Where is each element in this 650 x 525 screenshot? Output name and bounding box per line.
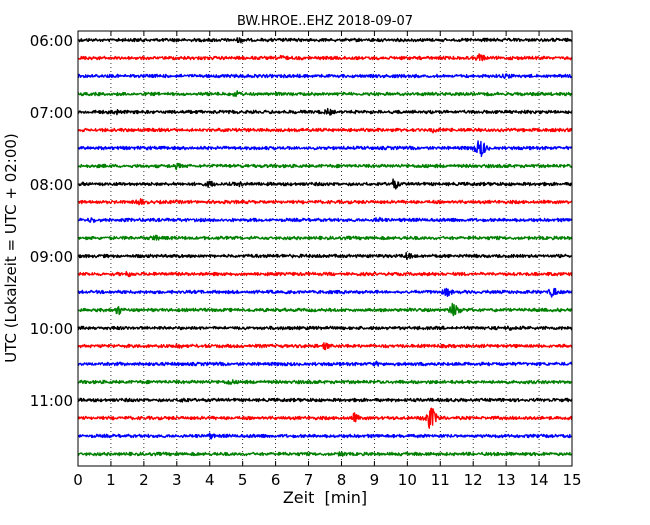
x-tick-label: 0	[73, 471, 83, 489]
x-tick-label: 9	[370, 471, 380, 489]
seismic-trace	[77, 407, 573, 429]
y-tick-label: 09:00	[30, 248, 73, 266]
x-tick-label: 10	[398, 471, 417, 489]
x-axis-label: Zeit [min]	[283, 488, 367, 507]
x-tick-label: 1	[106, 471, 116, 489]
seismic-trace	[77, 162, 573, 171]
seismic-trace	[77, 140, 573, 158]
y-tick-label: 06:00	[30, 32, 73, 50]
x-tick-label: 7	[304, 471, 314, 489]
seismic-trace	[77, 90, 573, 98]
seismic-trace	[77, 107, 573, 116]
grid-lines	[110, 31, 540, 466]
x-tick-label: 3	[172, 471, 182, 489]
plot-frame	[77, 30, 573, 467]
x-tick-label: 13	[497, 471, 516, 489]
x-tick-label: 15	[562, 471, 581, 489]
trace-group	[77, 37, 573, 457]
seismic-trace	[77, 234, 573, 241]
y-tick-label: 07:00	[30, 104, 73, 122]
seismic-trace	[77, 287, 573, 298]
seismic-trace	[77, 198, 573, 206]
seismic-trace	[77, 325, 573, 331]
seismic-trace	[77, 302, 573, 317]
axis-tick-labels: 0 1 2 3 4 5 6 7 8 9 10 11 12 13 14 1506:0007:0008:0009:…	[30, 32, 582, 489]
x-tick-label: 8	[337, 471, 347, 489]
seismic-trace	[77, 73, 573, 80]
x-tick-label: 4	[205, 471, 215, 489]
seismic-trace	[77, 53, 573, 62]
x-tick-label: 11	[431, 471, 450, 489]
seismic-trace	[77, 270, 573, 278]
y-axis-label: UTC (Lokalzeit = UTC + 02:00)	[2, 133, 20, 363]
seismic-trace	[77, 451, 573, 457]
x-tick-label: 6	[271, 471, 281, 489]
x-tick-label: 12	[464, 471, 483, 489]
seismic-trace	[77, 251, 573, 260]
chart-title: BW.HROE..EHZ 2018-09-07	[237, 14, 413, 29]
seismic-trace	[77, 127, 573, 134]
axis-ticks	[77, 31, 573, 466]
seismic-trace	[77, 397, 573, 403]
x-tick-label: 5	[238, 471, 248, 489]
y-tick-label: 11:00	[30, 392, 73, 410]
seismic-trace	[77, 432, 573, 440]
y-tick-label: 08:00	[30, 176, 73, 194]
x-tick-label: 2	[139, 471, 149, 489]
x-tick-label: 14	[530, 471, 549, 489]
seismic-trace	[77, 379, 573, 385]
seismic-trace	[77, 216, 573, 224]
seismic-trace	[77, 360, 573, 367]
seismic-trace	[77, 178, 573, 190]
seismic-trace	[77, 342, 573, 351]
seismic-trace	[77, 37, 573, 44]
y-tick-label: 10:00	[30, 320, 73, 338]
